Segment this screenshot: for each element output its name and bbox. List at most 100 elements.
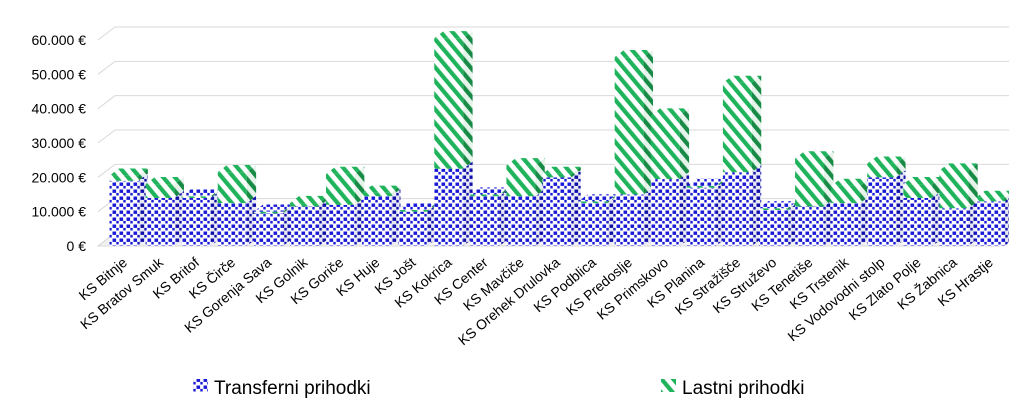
bar-top-cap	[217, 165, 257, 173]
bar-lastni	[795, 151, 834, 207]
legend-item-lastni: Lastni prihodki	[661, 378, 805, 398]
legend-swatch-stripes	[661, 379, 676, 392]
bar-lastni-front	[145, 184, 175, 198]
bar-lastni	[867, 156, 906, 178]
bar-lastni-side	[499, 187, 509, 197]
bar-lastni-side	[174, 177, 184, 198]
bar-transferni-front	[434, 168, 464, 246]
bar-lastni-side	[715, 178, 726, 188]
bar-transferni-side	[679, 171, 690, 246]
bar-transferni	[650, 171, 690, 246]
bar-transferni-side	[968, 201, 978, 246]
bar-lastni	[975, 194, 1009, 202]
bar-lastni-side	[535, 158, 545, 197]
bar-lastni-side	[138, 168, 148, 181]
bar-transferni-front	[181, 197, 211, 246]
legend: Transferni prihodki Lastni prihodki	[193, 378, 805, 398]
bar-lastni-front	[686, 185, 716, 188]
y-tick-label: 20.000 €	[32, 169, 87, 185]
bar-transferni-front	[903, 197, 933, 246]
bar-transferni-side	[607, 195, 617, 246]
bar-lastni-front	[831, 185, 861, 204]
bar-top-cap	[939, 163, 978, 171]
bar-lastni-front	[362, 192, 392, 197]
bar-top-cap	[289, 195, 329, 204]
bar-top-cap	[145, 177, 184, 185]
bar-transferni-front	[578, 203, 608, 246]
bar-lastni	[831, 178, 870, 204]
bar-lastni-front	[109, 175, 139, 181]
bar-lastni	[686, 178, 726, 188]
bar-top-cap	[542, 166, 581, 174]
bar-transferni-side	[174, 190, 184, 246]
gridline	[97, 163, 1009, 178]
y-tick-label: 30.000 €	[32, 135, 87, 151]
bar-transferni-side	[571, 170, 581, 246]
bar-lastni	[650, 108, 690, 180]
bar-top-cap	[253, 204, 293, 212]
bar-transferni-side	[391, 189, 401, 246]
bar-lastni-side	[246, 165, 257, 204]
legend-label-transferni: Transferni prihodki	[214, 378, 371, 398]
bar-lastni-side	[643, 50, 654, 195]
bar-transferni-side	[643, 187, 654, 246]
bar-transferni	[326, 197, 365, 246]
bar-transferni-front	[506, 196, 536, 246]
bar-top-cap	[614, 50, 654, 58]
bar-lastni-side	[679, 108, 690, 180]
bar-lastni-side	[896, 156, 906, 178]
bar-top-cap	[434, 31, 473, 39]
bar-lastni-front	[578, 201, 608, 204]
bar-transferni-front	[758, 209, 788, 246]
bar-top-cap	[398, 202, 437, 210]
bar-lastni	[109, 168, 148, 181]
bar-lastni-front	[758, 208, 788, 210]
bar-transferni-front	[470, 196, 500, 246]
y-tick-label: 50.000 €	[32, 66, 87, 82]
bar-top-cap	[181, 189, 221, 197]
bar-top-cap	[650, 108, 690, 116]
bar-top-cap	[326, 166, 365, 174]
bar-top-cap	[975, 190, 1009, 198]
bar-lastni-front	[975, 197, 1005, 202]
bar-transferni-side	[427, 204, 437, 246]
bar-transferni-side	[1004, 197, 1009, 246]
bar-lastni	[289, 195, 329, 207]
bar-lastni-side	[824, 151, 834, 207]
bar-transferni-side	[787, 202, 798, 246]
bar-transferni-side	[138, 173, 148, 246]
bar-transferni-front	[326, 204, 356, 246]
gridline	[97, 129, 1009, 144]
bar-lastni	[362, 185, 401, 197]
bar-transferni	[831, 195, 870, 246]
bar-transferni-front	[253, 213, 283, 246]
bar-transferni-side	[932, 190, 942, 246]
bar-top-cap	[722, 75, 762, 83]
legend-swatch-dots	[193, 379, 208, 392]
bar-transferni	[109, 173, 148, 246]
bar-transferni	[506, 189, 545, 246]
bar-lastni	[903, 177, 942, 198]
bars	[109, 31, 1009, 246]
bar-lastni	[758, 201, 798, 210]
bar-lastni-side	[427, 202, 437, 212]
bar-transferni	[253, 206, 293, 246]
bar-transferni-side	[824, 199, 834, 246]
bar-lastni	[181, 189, 221, 198]
y-tick-label: 10.000 €	[32, 204, 87, 220]
bar-lastni-front	[795, 158, 825, 207]
bar-transferni-front	[542, 177, 572, 246]
bar-lastni-front	[722, 82, 752, 173]
bar-transferni	[362, 189, 401, 246]
bar-lastni	[722, 75, 762, 173]
bar-transferni-front	[975, 201, 1005, 246]
bar-transferni-front	[795, 206, 825, 246]
gridline	[97, 60, 1009, 75]
bar-top-cap	[831, 178, 870, 186]
legend-label-lastni: Lastni prihodki	[682, 378, 805, 398]
bar-transferni	[217, 195, 257, 246]
bar-transferni	[578, 195, 617, 246]
bar-transferni-side	[318, 199, 329, 246]
